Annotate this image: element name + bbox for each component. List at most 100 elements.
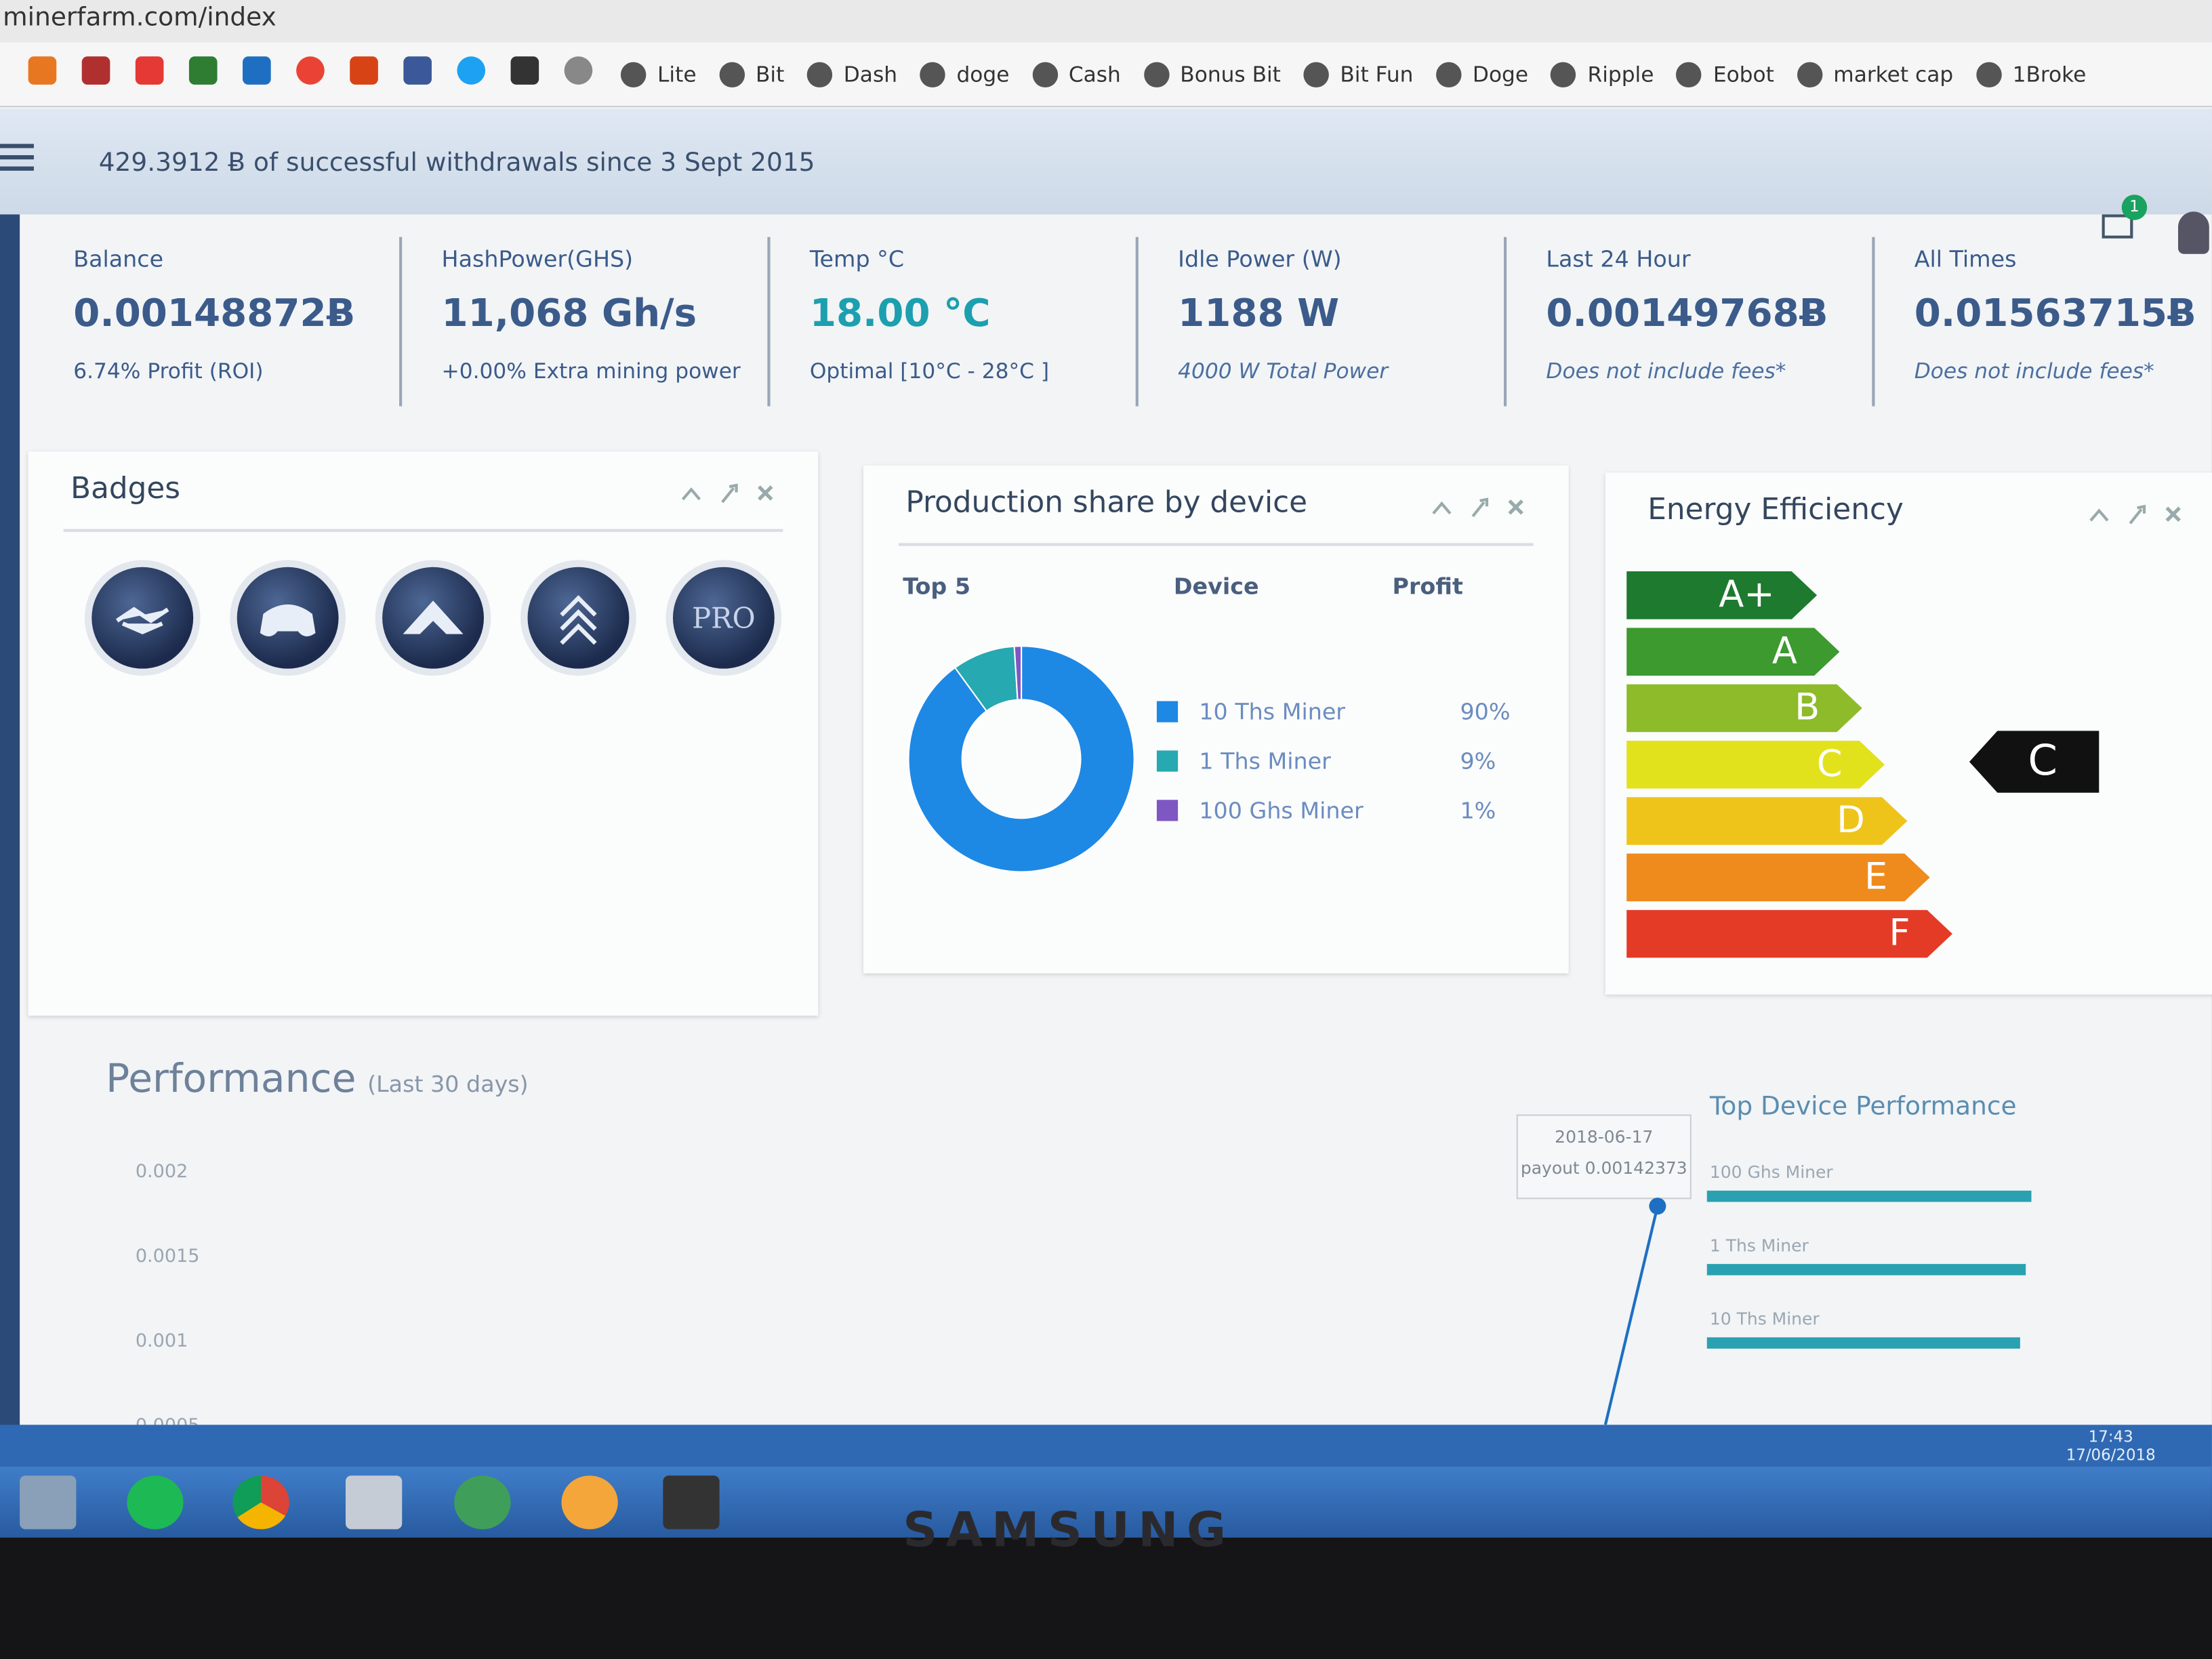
mail-icon[interactable] (2102, 214, 2133, 239)
bookmark-label: Bonus Bit (1180, 61, 1281, 87)
bookmark[interactable]: 1Broke (1975, 61, 2087, 87)
banner-text: 429.3912 Ƀ of successful withdrawals sin… (98, 148, 815, 178)
energy-panel: Energy Efficiency C A+ A B C D E F (1605, 472, 2212, 995)
bookmark[interactable]: Doge (1435, 61, 1528, 87)
bookmark-label: Bit Fun (1340, 61, 1414, 87)
panel-title: Energy Efficiency (1647, 492, 1904, 527)
donut-segment[interactable] (1013, 645, 1023, 701)
bookmark[interactable]: Bonus Bit (1143, 61, 1281, 87)
settings-button[interactable] (1471, 497, 1489, 518)
energy-rating: C (1969, 731, 2100, 793)
y-tick-label: 0.0015 (135, 1246, 200, 1268)
device-bar (1706, 1190, 2032, 1202)
bookmark-icons (28, 56, 593, 85)
task-icon[interactable] (345, 1475, 403, 1530)
close-button[interactable] (2165, 506, 2181, 522)
settings-button[interactable] (2129, 504, 2146, 525)
task-icon[interactable] (127, 1475, 184, 1530)
time: 17:43 (2088, 1427, 2133, 1446)
task-icon[interactable] (232, 1475, 289, 1530)
stat-value: 0.00149768Ƀ (1546, 291, 1828, 336)
collapse-button[interactable] (1432, 501, 1452, 515)
collapse-button[interactable] (681, 487, 701, 501)
bookmark-icon (1551, 61, 1576, 87)
legend-swatch (1156, 750, 1179, 772)
close-button[interactable] (758, 485, 773, 501)
bookmark[interactable]: Cash (1031, 61, 1121, 87)
bookmark-icon (920, 61, 945, 87)
stat-label: Last 24 Hour (1546, 245, 1691, 272)
stat-value: 0.01563715Ƀ (1914, 291, 2196, 336)
sidebar (0, 214, 20, 1428)
banner: 429.3912 Ƀ of successful withdrawals sin… (0, 108, 2212, 215)
y-tick-label: 0.001 (135, 1330, 188, 1353)
user-avatar[interactable] (2177, 211, 2209, 254)
device-bar (1706, 1337, 2020, 1349)
bookmark-icon (1031, 61, 1058, 87)
energy-grade: E (1626, 853, 1930, 901)
badge-glyph (560, 595, 597, 645)
chart-tooltip: 2018-06-17 payout 0.00142373 (1516, 1114, 1692, 1200)
address-bar[interactable]: minerfarm.com/index (0, 0, 2212, 43)
panel-tools (2089, 504, 2181, 525)
line-layer (1603, 1197, 1666, 1425)
bookmark[interactable]: Eobot (1676, 61, 1774, 87)
bookmark[interactable]: Bit (718, 61, 785, 87)
stat-note: Optimal [10°C - 28°C ] (809, 358, 1050, 384)
device-bar (1706, 1264, 2026, 1275)
bookmark[interactable]: market cap (1797, 61, 1954, 87)
stat-note: Does not include fees* (1546, 358, 1786, 384)
stat-note: +0.00% Extra mining power (441, 358, 741, 384)
energy-grade: B (1626, 684, 1862, 733)
bookmark[interactable]: Dash (806, 61, 897, 87)
production-panel: Production share by device Top 5 Device Pr… (863, 465, 1569, 974)
panel-title: Badges (70, 471, 181, 506)
stat: Idle Power (W) 1188 W 4000 W Total Power (1161, 237, 1507, 407)
task-icon[interactable] (20, 1475, 77, 1530)
stat-value: 18.00 °C (809, 291, 991, 336)
performance-section: Performance (Last 30 days) 2018-06-17 pay… (0, 1044, 2212, 1437)
task-icon[interactable] (663, 1475, 720, 1530)
legend-value: 90% (1460, 698, 1511, 725)
collapse-button[interactable] (2089, 508, 2109, 522)
bookmark[interactable]: Ripple (1551, 61, 1654, 87)
stat-label: Idle Power (W) (1178, 245, 1342, 272)
tooltip-text: payout 0.00142373 (1520, 1158, 1687, 1179)
url: minerfarm.com/index (3, 3, 276, 33)
bookmark[interactable]: Lite (620, 61, 697, 87)
panel-title: Production share by device (905, 485, 1308, 520)
energy-grade: F (1626, 910, 1952, 958)
close-button[interactable] (1508, 499, 1523, 515)
stat: Balance 0.00148872Ƀ 6.74% Profit (ROI) (56, 237, 403, 407)
donut-segment[interactable] (907, 645, 1135, 873)
bookmark-label: 1Broke (2012, 61, 2087, 87)
legend-swatch (1156, 701, 1179, 722)
bookmark-icon (1676, 61, 1702, 87)
point[interactable] (1649, 1197, 1666, 1215)
bookmark-label: market cap (1833, 61, 1954, 87)
badge-glyph (116, 607, 169, 634)
settings-button[interactable] (721, 483, 738, 504)
stat-label: HashPower(GHS) (441, 245, 634, 272)
bookmark[interactable]: Bit Fun (1303, 61, 1414, 87)
bookmark-icon (1435, 61, 1462, 87)
task-icon[interactable] (561, 1475, 618, 1530)
badge-icon (403, 600, 464, 634)
donut-chart (907, 645, 1135, 873)
badge (91, 567, 194, 669)
bookmark-label: doge (956, 61, 1010, 87)
device-name: 100 Ghs Miner (1709, 1162, 1833, 1183)
bookmark-label: Bit (755, 61, 785, 87)
legend-value: 1% (1460, 797, 1496, 824)
column-header: Device (1173, 573, 1259, 600)
stat-note: 4000 W Total Power (1178, 358, 1389, 384)
badge: PRO (672, 567, 775, 669)
bookmark-icon (1303, 61, 1329, 87)
bookmark[interactable]: doge (920, 61, 1010, 87)
stat-label: Balance (73, 245, 164, 272)
menu-button[interactable] (0, 140, 34, 173)
badges-panel: Badges PRO (28, 451, 819, 1016)
task-icon[interactable] (454, 1475, 511, 1530)
legend-name: 10 Ths Miner (1199, 698, 1346, 725)
bookmark-icon (1797, 61, 1822, 87)
